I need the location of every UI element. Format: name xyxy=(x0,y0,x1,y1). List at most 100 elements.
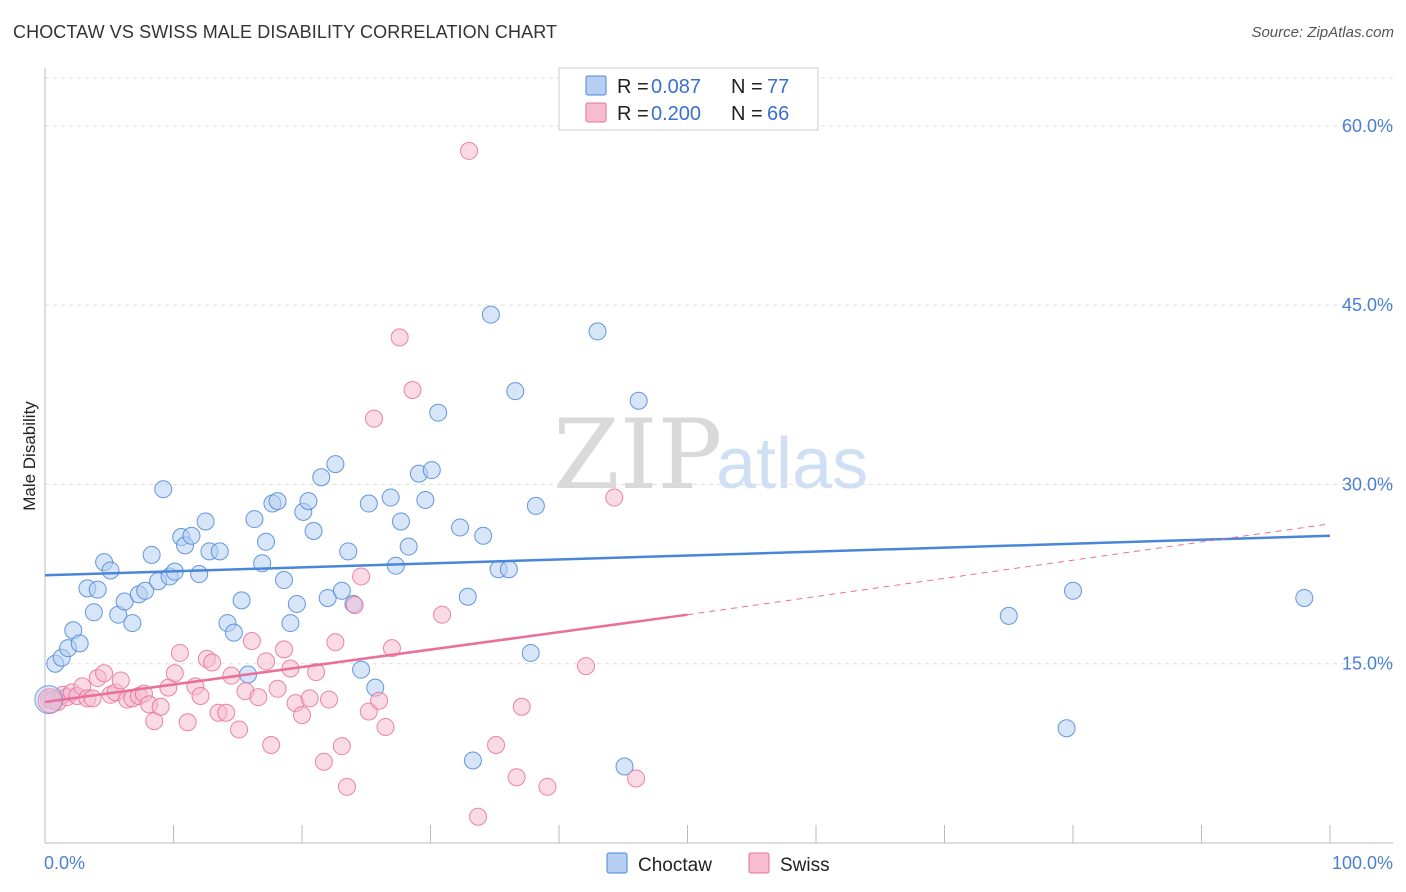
swiss-point-50 xyxy=(337,777,356,796)
bottom-legend-swiss-swatch xyxy=(748,852,770,874)
legend-choctaw-r-label: R = xyxy=(617,76,649,98)
choctaw-point-67 xyxy=(506,382,525,401)
legend-box: R = 0.087 N = 77 R = 0.200 N = 66 xyxy=(558,67,819,131)
swiss-point-58 xyxy=(390,328,409,347)
choctaw-point-45 xyxy=(326,455,345,474)
choctaw-point-32 xyxy=(245,510,264,529)
swiss-point-66 xyxy=(460,141,479,160)
choctaw-point-55 xyxy=(399,537,418,556)
swiss-point-68 xyxy=(605,488,624,507)
swiss-point-14 xyxy=(111,671,130,690)
y-tick-label-0: 15.0% xyxy=(1342,654,1393,674)
choctaw-point-49 xyxy=(352,660,371,679)
choctaw-point-54 xyxy=(391,512,410,531)
swiss-point-44 xyxy=(300,689,319,708)
choctaw-point-13 xyxy=(123,614,142,633)
trend-lines xyxy=(44,523,1331,704)
swiss-point-24 xyxy=(170,643,189,662)
swiss-point-40 xyxy=(275,640,294,659)
y-tick-label-3: 60.0% xyxy=(1342,116,1393,136)
x-tick-label-1: 100.0% xyxy=(1332,853,1393,873)
choctaw-point-60 xyxy=(451,518,470,537)
choctaw-point-73 xyxy=(999,606,1018,625)
choctaw-point-27 xyxy=(210,542,229,561)
swiss-point-67 xyxy=(576,657,595,676)
swiss-point-60 xyxy=(433,605,452,624)
choctaw-point-5 xyxy=(70,634,89,653)
swiss-point-23 xyxy=(165,664,184,683)
choctaw-point-74 xyxy=(1057,719,1076,738)
choctaw-point-15 xyxy=(136,581,155,600)
legend-choctaw-r-value: 0.087 xyxy=(651,76,701,98)
swiss-point-33 xyxy=(230,720,249,739)
choctaw-point-24 xyxy=(190,565,209,584)
swiss-point-61 xyxy=(469,807,488,826)
swiss-trend-line xyxy=(44,613,688,704)
choctaw-point-16 xyxy=(142,545,161,564)
swiss-point-49 xyxy=(332,737,351,756)
choctaw-point-7 xyxy=(84,603,103,622)
choctaw-point-38 xyxy=(281,614,300,633)
swiss-point-36 xyxy=(249,688,268,707)
swiss-point-52 xyxy=(352,567,371,586)
choctaw-point-30 xyxy=(232,591,251,610)
swiss-point-38 xyxy=(262,735,281,754)
legend-swiss-swatch xyxy=(585,102,607,123)
bottom-legend-choctaw-label: Choctaw xyxy=(638,855,712,876)
choctaw-point-70 xyxy=(588,322,607,341)
y-tick-label-1: 30.0% xyxy=(1342,474,1393,494)
watermark-zip: ZIP xyxy=(553,399,722,511)
choctaw-point-44 xyxy=(318,588,337,607)
choctaw-point-75 xyxy=(1064,581,1082,600)
swiss-point-62 xyxy=(487,735,506,754)
legend-swiss-r-label: R = xyxy=(617,103,649,125)
choctaw-point-47 xyxy=(339,542,358,561)
swiss-point-54 xyxy=(364,409,383,428)
choctaw-point-39 xyxy=(287,594,306,613)
choctaw-point-57 xyxy=(416,490,435,509)
choctaw-point-18 xyxy=(154,480,173,499)
choctaw-point-68 xyxy=(521,643,540,662)
swiss-point-69 xyxy=(627,769,646,788)
choctaw-point-64 xyxy=(481,305,500,324)
swiss-point-59 xyxy=(403,380,422,399)
choctaw-point-23 xyxy=(182,526,201,545)
choctaw-point-71 xyxy=(615,757,634,776)
swiss-point-45 xyxy=(307,663,326,682)
swiss-point-46 xyxy=(314,752,333,771)
choctaw-point-58 xyxy=(422,461,441,480)
swiss-point-55 xyxy=(370,691,389,710)
legend-swiss-r-value: 0.200 xyxy=(651,103,701,125)
choctaw-point-52 xyxy=(381,488,400,507)
x-tick-label-0: 0.0% xyxy=(44,853,85,873)
choctaw-point-46 xyxy=(332,581,351,600)
choctaw-point-62 xyxy=(463,751,482,770)
choctaw-point-43 xyxy=(312,468,331,487)
choctaw-point-59 xyxy=(429,403,448,422)
legend-choctaw-swatch xyxy=(585,75,607,96)
choctaw-point-8 xyxy=(88,580,107,599)
legend-choctaw-n-label: N = xyxy=(731,76,763,98)
choctaw-point-61 xyxy=(458,587,477,606)
choctaw-point-29 xyxy=(224,623,243,642)
chart-title: CHOCTAW VS SWISS MALE DISABILITY CORRELA… xyxy=(13,22,558,42)
swiss-point-43 xyxy=(293,706,311,725)
watermark-atlas: atlas xyxy=(716,424,868,504)
bottom-legend-swiss-label: Swiss xyxy=(780,855,830,876)
swiss-point-25 xyxy=(178,713,197,732)
choctaw-trend-line xyxy=(44,534,1331,577)
bottom-legend: Choctaw Swiss xyxy=(606,852,830,876)
choctaw-point-36 xyxy=(268,492,287,511)
swiss-point-47 xyxy=(319,690,338,709)
choctaw-point-42 xyxy=(304,522,323,541)
legend-choctaw-n-value: 77 xyxy=(767,76,789,98)
y-axis-title: Male Disability xyxy=(20,401,39,511)
choctaw-point-10 xyxy=(101,561,120,580)
swiss-point-21 xyxy=(151,697,170,716)
swiss-point-31 xyxy=(217,703,236,722)
swiss-point-51 xyxy=(345,596,364,615)
bottom-legend-choctaw-swatch xyxy=(606,852,628,874)
choctaw-point-76 xyxy=(1295,588,1314,607)
swiss-point-9 xyxy=(83,689,102,708)
